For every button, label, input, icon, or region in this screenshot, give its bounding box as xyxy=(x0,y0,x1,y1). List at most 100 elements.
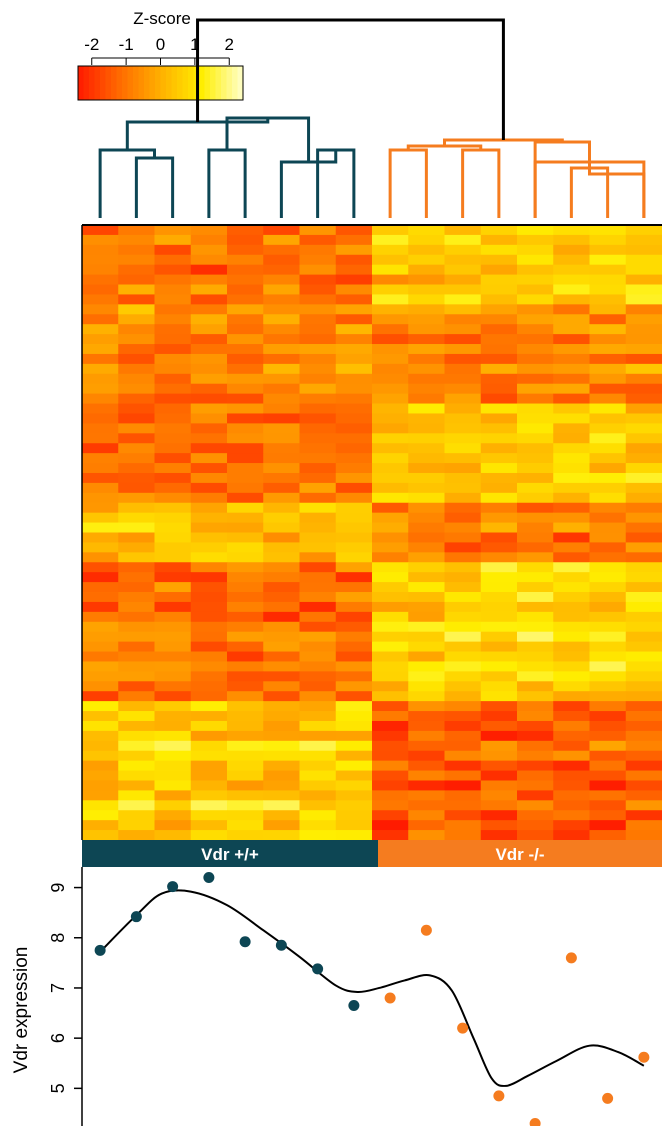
heatmap-cell xyxy=(227,601,264,613)
heatmap-cell xyxy=(299,373,337,385)
heatmap-cell xyxy=(118,254,155,266)
heatmap-cell xyxy=(190,453,228,464)
y-tick-label: 8 xyxy=(48,933,68,943)
heatmap-cell xyxy=(444,820,482,831)
heatmap-cell xyxy=(227,363,264,375)
heatmap-cell xyxy=(625,800,662,811)
heatmap-cell xyxy=(517,393,554,404)
heatmap-cell xyxy=(118,225,155,236)
heatmap-cell xyxy=(408,363,445,375)
heatmap-cell xyxy=(408,383,445,395)
heatmap-cell xyxy=(190,254,228,266)
heatmap-cell xyxy=(553,413,590,424)
heatmap-cell xyxy=(335,284,373,295)
heatmap-cell xyxy=(118,790,155,801)
heatmap-cell xyxy=(589,770,627,781)
color-key-tick-label: 0 xyxy=(156,35,165,54)
heatmap-cell xyxy=(517,621,554,633)
heatmap-cell xyxy=(589,353,627,365)
heatmap-cell xyxy=(263,383,300,395)
heatmap-cell xyxy=(444,413,482,424)
heatmap-cell xyxy=(372,294,409,305)
heatmap-cell xyxy=(263,433,300,444)
heatmap-cell xyxy=(517,274,554,285)
heatmap-cell xyxy=(263,234,300,246)
heatmap-cell xyxy=(444,631,482,643)
heatmap-cell xyxy=(589,512,627,523)
heatmap-cell xyxy=(118,740,155,752)
color-key-cell xyxy=(204,66,211,100)
color-key-cell xyxy=(89,66,96,100)
heatmap-cell xyxy=(299,472,337,484)
heatmap-cell xyxy=(372,453,409,464)
heatmap-cell xyxy=(625,532,662,543)
heatmap-cell xyxy=(517,701,554,712)
heatmap-cell xyxy=(335,532,373,543)
heatmap-cell xyxy=(480,353,518,365)
heatmap-cell xyxy=(553,562,590,573)
heatmap-cell xyxy=(190,492,228,504)
heatmap-cell xyxy=(227,611,264,623)
heatmap-cell xyxy=(480,542,518,553)
heatmap-cell xyxy=(118,512,155,523)
heatmap-cell xyxy=(625,740,662,752)
heatmap-cell xyxy=(190,502,228,514)
heatmap-cell xyxy=(553,383,590,395)
heatmap-cell xyxy=(625,562,662,573)
heatmap-cell xyxy=(372,691,409,702)
heatmap-cell xyxy=(589,472,627,484)
heatmap-cell xyxy=(227,413,264,424)
heatmap-cell xyxy=(299,562,337,573)
heatmap-cell xyxy=(118,611,155,623)
heatmap-cell xyxy=(154,562,192,573)
heatmap-cell xyxy=(335,631,373,643)
heatmap-cell xyxy=(408,631,445,643)
heatmap-cell xyxy=(589,592,627,603)
heatmap-cell xyxy=(154,482,192,494)
heatmap-cell xyxy=(82,701,119,712)
heatmap-cell xyxy=(82,443,119,454)
heatmap-cell xyxy=(335,453,373,464)
heatmap-cell xyxy=(372,681,409,692)
heatmap-cell xyxy=(190,373,228,385)
heatmap-cell xyxy=(299,651,337,662)
heatmap-cell xyxy=(82,671,119,682)
color-key-cell xyxy=(166,66,173,100)
heatmap-cell xyxy=(553,572,590,583)
heatmap-cell xyxy=(335,472,373,484)
heatmap-cell xyxy=(335,334,373,345)
heatmap-cell xyxy=(589,383,627,395)
heatmap-cell xyxy=(299,750,337,762)
heatmap-cell xyxy=(190,234,228,246)
heatmap-cell xyxy=(480,413,518,424)
heatmap-cell xyxy=(227,720,264,732)
heatmap-cell xyxy=(625,780,662,791)
heatmap-cell xyxy=(372,770,409,781)
heatmap-cell xyxy=(299,284,337,295)
heatmap-cell xyxy=(299,552,337,563)
heatmap-cell xyxy=(263,601,300,613)
heatmap-cell xyxy=(335,502,373,514)
heatmap-cell xyxy=(190,641,228,652)
heatmap-cell xyxy=(480,720,518,732)
heatmap-cell xyxy=(299,403,337,414)
heatmap-cell xyxy=(553,592,590,603)
heatmap-cell xyxy=(444,601,482,613)
heatmap-cell xyxy=(372,225,409,236)
heatmap-cell xyxy=(517,234,554,246)
heatmap-cell xyxy=(372,344,409,355)
heatmap-cell xyxy=(335,681,373,692)
heatmap-cell xyxy=(517,502,554,514)
heatmap-cell xyxy=(589,532,627,543)
heatmap-cell xyxy=(118,393,155,404)
heatmap-cell xyxy=(299,512,337,523)
heatmap-cell xyxy=(335,344,373,355)
heatmap-cell xyxy=(444,780,482,791)
heatmap-cell xyxy=(82,482,119,494)
heatmap-cell xyxy=(444,344,482,355)
heatmap-cell xyxy=(154,344,192,355)
heatmap-cell xyxy=(227,800,264,811)
heatmap-cell xyxy=(444,234,482,246)
data-point-ko xyxy=(457,1022,469,1034)
heatmap-cell xyxy=(227,770,264,781)
